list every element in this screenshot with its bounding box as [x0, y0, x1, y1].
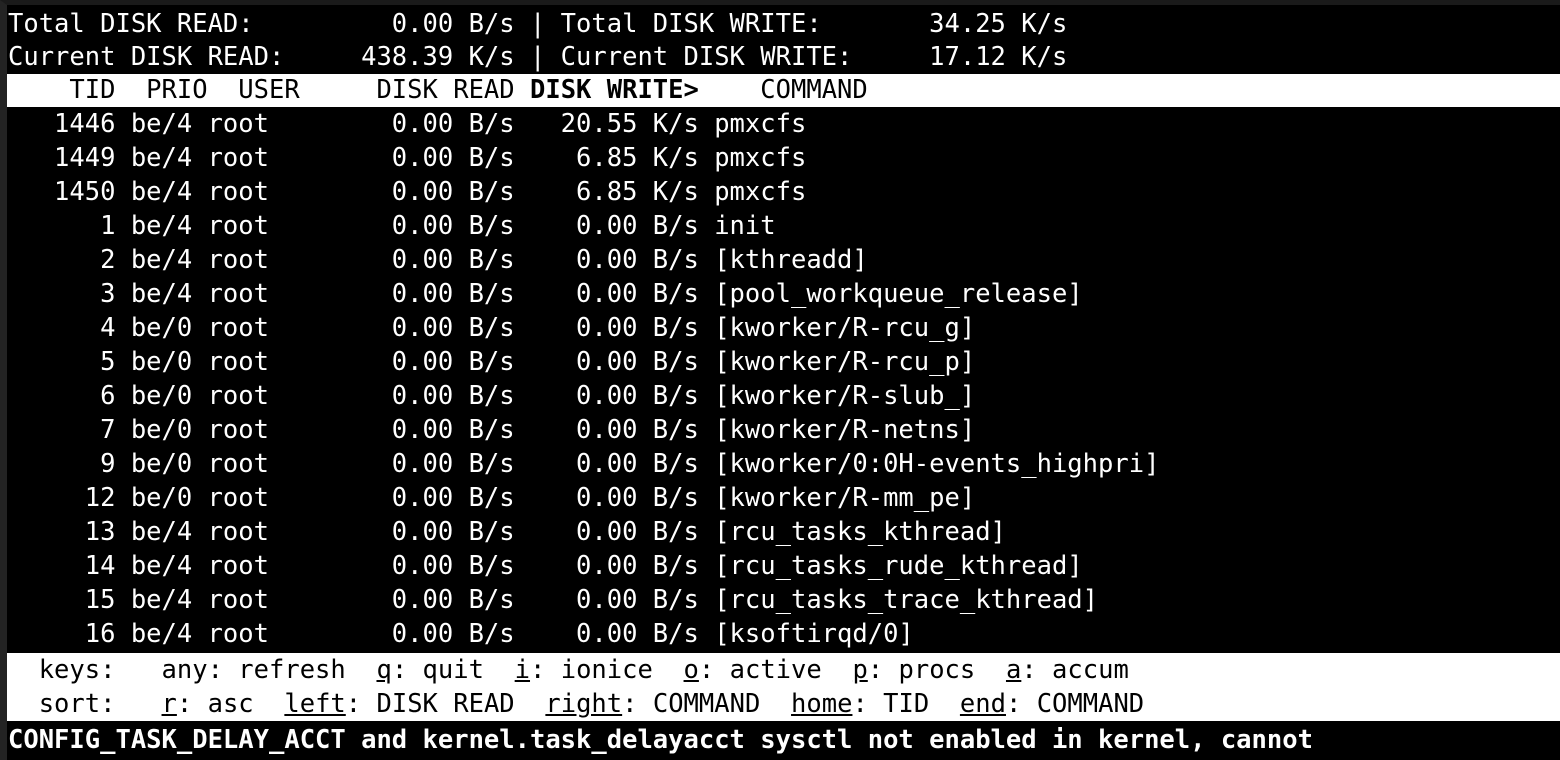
key-sort-right-shortcut[interactable]: right	[545, 689, 623, 719]
key-sort-left-label: : DISK READ	[345, 689, 546, 719]
iotop-summary: Total DISK READ: 0.00 B/s | Total DISK W…	[7, 5, 1560, 74]
table-row[interactable]: 16 be/4 root 0.00 B/s 0.00 B/s [ksoftirq…	[7, 617, 1560, 651]
key-sort-home-shortcut[interactable]: home	[791, 689, 853, 719]
key-procs-shortcut[interactable]: p	[852, 655, 868, 685]
table-row[interactable]: 1449 be/4 root 0.00 B/s 6.85 K/s pmxcfs	[7, 141, 1560, 175]
key-quit-label: : quit	[391, 655, 515, 685]
footer-sort-line: sort: r: asc left: DISK READ right: COMM…	[7, 687, 1560, 721]
key-active-shortcut[interactable]: o	[683, 655, 699, 685]
key-quit-shortcut[interactable]: q	[376, 655, 392, 685]
column-header-command[interactable]: COMMAND	[698, 75, 868, 105]
footer-sort-label: sort:	[8, 689, 162, 719]
table-row[interactable]: 1450 be/4 root 0.00 B/s 6.85 K/s pmxcfs	[7, 175, 1560, 209]
keybinding-footer: keys: any: refresh q: quit i: ionice o: …	[7, 653, 1560, 721]
key-sort-right-label: : COMMAND	[622, 689, 792, 719]
list-footer-gap	[7, 651, 1560, 653]
table-row[interactable]: 14 be/4 root 0.00 B/s 0.00 B/s [rcu_task…	[7, 549, 1560, 583]
table-column-header[interactable]: TID PRIO USER DISK READ DISK WRITE> COMM…	[7, 74, 1560, 107]
key-accum-shortcut[interactable]: a	[1005, 655, 1022, 685]
column-header-disk-write-sorted[interactable]: DISK WRITE>	[529, 75, 699, 105]
key-sort-left-shortcut[interactable]: left	[284, 689, 346, 719]
footer-keys-line: keys: any: refresh q: quit i: ionice o: …	[7, 653, 1560, 687]
key-ionice-label: : ionice	[530, 655, 684, 685]
column-headers-leading: TID PRIO USER DISK READ	[8, 75, 530, 105]
status-warning-message: CONFIG_TASK_DELAY_ACCT and kernel.task_d…	[7, 721, 1560, 760]
key-sort-end-label: : COMMAND	[1005, 689, 1145, 719]
table-row[interactable]: 4 be/0 root 0.00 B/s 0.00 B/s [kworker/R…	[7, 311, 1560, 345]
table-row[interactable]: 2 be/4 root 0.00 B/s 0.00 B/s [kthreadd]	[7, 243, 1560, 277]
table-row[interactable]: 3 be/4 root 0.00 B/s 0.00 B/s [pool_work…	[7, 277, 1560, 311]
key-sort-end-shortcut[interactable]: end	[959, 689, 1006, 719]
table-row[interactable]: 15 be/4 root 0.00 B/s 0.00 B/s [rcu_task…	[7, 583, 1560, 617]
key-sort-home-label: : TID	[852, 689, 960, 719]
table-row[interactable]: 13 be/4 root 0.00 B/s 0.00 B/s [rcu_task…	[7, 515, 1560, 549]
table-row[interactable]: 1446 be/4 root 0.00 B/s 20.55 K/s pmxcfs	[7, 107, 1560, 141]
current-disk-read-line: Current DISK READ: 438.39 K/s | Current …	[7, 41, 1560, 74]
key-sort-asc-shortcut[interactable]: r	[161, 689, 177, 719]
table-row[interactable]: 5 be/0 root 0.00 B/s 0.00 B/s [kworker/R…	[7, 345, 1560, 379]
table-row[interactable]: 6 be/0 root 0.00 B/s 0.00 B/s [kworker/R…	[7, 379, 1560, 413]
process-list[interactable]: 1446 be/4 root 0.00 B/s 20.55 K/s pmxcfs…	[7, 107, 1560, 651]
table-row[interactable]: 9 be/0 root 0.00 B/s 0.00 B/s [kworker/0…	[7, 447, 1560, 481]
terminal-screen[interactable]: Total DISK READ: 0.00 B/s | Total DISK W…	[7, 5, 1560, 760]
footer-keys-label: keys: any: refresh	[8, 655, 377, 685]
key-procs-label: : procs	[867, 655, 1006, 685]
table-row[interactable]: 12 be/0 root 0.00 B/s 0.00 B/s [kworker/…	[7, 481, 1560, 515]
total-disk-read-line: Total DISK READ: 0.00 B/s | Total DISK W…	[7, 8, 1560, 41]
table-row[interactable]: 1 be/4 root 0.00 B/s 0.00 B/s init	[7, 209, 1560, 243]
table-row[interactable]: 7 be/0 root 0.00 B/s 0.00 B/s [kworker/R…	[7, 413, 1560, 447]
key-active-label: : active	[698, 655, 853, 685]
key-ionice-shortcut[interactable]: i	[514, 655, 531, 685]
key-sort-asc-label: : asc	[176, 689, 285, 719]
key-accum-label: : accum	[1021, 655, 1129, 685]
